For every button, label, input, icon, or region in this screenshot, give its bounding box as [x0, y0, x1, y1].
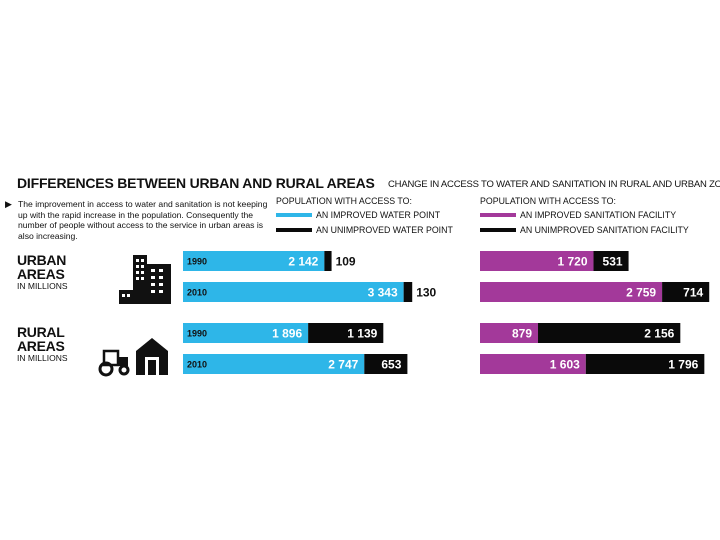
urban-title-line1: URBAN — [17, 252, 67, 268]
water-unimproved-value: 653 — [381, 358, 401, 372]
water-unimproved-bar — [403, 282, 413, 302]
sanitation-unimproved-bar — [585, 354, 705, 374]
water-improved-value: 1 896 — [272, 327, 302, 341]
urban-title-line2: AREAS — [17, 266, 65, 282]
legend-label: AN IMPROVED SANITATION FACILITY — [520, 210, 677, 220]
water-unimproved-value: 130 — [416, 286, 436, 300]
sanitation-improved-value: 2 759 — [626, 286, 656, 300]
legend-sanitation-improved: AN IMPROVED SANITATION FACILITY — [480, 210, 676, 220]
sanitation-unimproved-value: 1 796 — [668, 358, 698, 372]
tractor-barn-icon — [98, 338, 168, 377]
chart-title: DIFFERENCES BETWEEN URBAN AND RURAL AREA… — [17, 175, 375, 191]
sanitation-improved-value: 879 — [512, 327, 532, 341]
urban-area-label: URBAN AREAS IN MILLIONS — [17, 253, 68, 291]
water-unimproved-bar — [364, 354, 408, 374]
water-improved-value: 3 343 — [368, 286, 398, 300]
sanitation-unimproved-value: 714 — [683, 286, 703, 300]
year-label: 2010 — [187, 288, 207, 298]
water-improved-bar — [183, 323, 309, 343]
sanitation-unimproved-bar — [538, 323, 681, 343]
intro-text: The improvement in access to water and s… — [18, 199, 268, 241]
legend-label: AN UNIMPROVED SANITATION FACILITY — [520, 225, 689, 235]
water-improved-bar — [183, 354, 365, 374]
year-label: 2010 — [187, 360, 207, 370]
legend-water-unimproved: AN UNIMPROVED WATER POINT — [276, 225, 453, 235]
year-label: 1990 — [187, 257, 207, 267]
legend-swatch-water-improved — [276, 213, 312, 217]
legend-swatch-sanitation-unimproved — [480, 228, 516, 232]
year-label: 1990 — [187, 329, 207, 339]
sanitation-improved-value: 1 720 — [557, 255, 587, 269]
legend-water-improved: AN IMPROVED WATER POINT — [276, 210, 440, 220]
rural-unit-label: IN MILLIONS — [17, 353, 68, 363]
legend-sanitation-unimproved: AN UNIMPROVED SANITATION FACILITY — [480, 225, 689, 235]
sanitation-legend-heading: POPULATION WITH ACCESS TO: — [480, 196, 616, 206]
sanitation-improved-bar — [480, 282, 663, 302]
legend-label: AN IMPROVED WATER POINT — [316, 210, 441, 220]
sanitation-unimproved-bar — [593, 251, 629, 271]
sanitation-unimproved-value: 2 156 — [644, 327, 674, 341]
urban-unit-label: IN MILLIONS — [17, 281, 68, 291]
water-unimproved-bar — [324, 251, 332, 271]
sanitation-unimproved-bar — [662, 282, 710, 302]
water-improved-value: 2 747 — [328, 358, 358, 372]
legend-label: AN UNIMPROVED WATER POINT — [316, 225, 453, 235]
water-legend-heading: POPULATION WITH ACCESS TO: — [276, 196, 412, 206]
legend-swatch-water-unimproved — [276, 228, 312, 232]
water-unimproved-bar — [308, 323, 384, 343]
rural-area-label: RURAL AREAS IN MILLIONS — [17, 325, 68, 363]
sanitation-improved-bar — [480, 354, 586, 374]
sanitation-improved-bar — [480, 323, 539, 343]
water-unimproved-value: 1 139 — [347, 327, 377, 341]
water-unimproved-value: 109 — [336, 255, 356, 269]
sanitation-unimproved-value: 531 — [603, 255, 623, 269]
water-improved-value: 2 142 — [288, 255, 318, 269]
rural-title-line2: AREAS — [17, 338, 65, 354]
legend-swatch-sanitation-improved — [480, 213, 516, 217]
water-improved-bar — [183, 282, 404, 302]
chart-subtitle: CHANGE IN ACCESS TO WATER AND SANITATION… — [388, 179, 720, 190]
sanitation-improved-value: 1 603 — [550, 358, 580, 372]
rural-title-line1: RURAL — [17, 324, 65, 340]
sanitation-improved-bar — [480, 251, 594, 271]
city-buildings-icon — [119, 255, 171, 304]
bullet-arrow-icon: ▶ — [5, 199, 12, 209]
water-improved-bar — [183, 251, 325, 271]
